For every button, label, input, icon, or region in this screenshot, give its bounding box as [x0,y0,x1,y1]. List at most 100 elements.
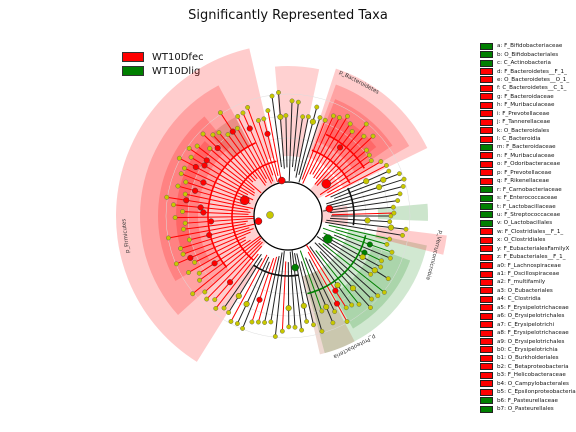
leaf-node [207,146,213,151]
legend-swatch-wt10dfec [122,52,144,62]
clade-arc [207,142,256,268]
taxa-legend-entry: t: F_Lactobacillaceae [480,202,576,211]
leaf-node [344,319,350,324]
leaf-node [256,118,261,123]
leaf-node [221,305,227,311]
taxa-legend-swatch [480,228,493,236]
branch [204,240,261,293]
leaf-node [245,105,251,110]
leaf-node [272,334,278,339]
branch [192,237,262,295]
branch [263,118,279,177]
taxa-legend-swatch [480,84,493,92]
taxa-legend-swatch [480,270,493,278]
leaf-node [180,251,186,257]
clade-node [256,296,263,303]
branch [324,154,370,189]
leaf-node [269,93,275,99]
clade-arc [231,160,277,261]
group-legend: WT10Dfec WT10Dlig [122,50,204,78]
taxa-legend-label: a7: C_Erysipelotrichi [497,321,555,328]
clade-node [235,292,242,299]
branch [334,173,400,199]
taxa-legend-entry: y: F_EubacterialesFamilyX [480,245,576,253]
leaf-node [186,237,192,243]
leaf-node [386,168,392,174]
clade-node [211,260,218,267]
leaf-node [255,319,261,325]
branch [223,253,262,309]
taxa-legend-swatch [480,262,493,270]
branch [285,115,288,168]
leaf-node [190,291,196,297]
branch [188,239,247,273]
branch [257,256,278,323]
taxa-legend-label: o: F_Odoribacteraceae [497,161,561,168]
taxa-legend-swatch [480,295,493,303]
taxa-legend-label: a0: F_Lachnospiraceae [497,262,561,269]
branch [312,115,348,175]
taxa-legend-swatch [480,51,493,59]
taxa-legend-swatch [480,329,493,337]
branch [316,135,365,186]
branch [296,253,314,325]
leaf-node [234,125,240,131]
leaf-node [400,232,405,238]
leaf-node [182,191,188,197]
leaf-node [385,276,391,282]
branch [331,212,394,216]
taxa-legend-label: b6: F_Pasteurellaceae [497,397,558,404]
branch [185,217,254,224]
taxa-legend-entry: j: F_Tannerellaceae [480,118,576,126]
branch [291,102,299,168]
leaf-node [204,296,210,302]
branch [288,100,293,182]
leaf-node [164,194,170,200]
leaf-node [262,320,267,325]
branch [321,135,374,185]
phylum-node [277,176,286,185]
leaf-node [356,301,362,307]
branch [202,133,254,183]
taxa-legend-label: a2: F_multifamily [497,279,546,286]
leaf-node [217,110,223,116]
leaf-node [389,249,395,255]
leaf-node [200,131,206,137]
taxa-legend-swatch [480,169,493,177]
taxa-legend-label: a6: O_Erysipelotrichales [497,313,565,320]
leaf-node [388,213,394,219]
branch [326,185,404,207]
branch [298,106,318,176]
branch [277,92,285,169]
clade-node [333,300,340,307]
leaf-node [314,104,320,110]
branch [179,157,249,196]
taxa-legend-entry: b: O_Bifidobacteriales [480,50,576,59]
branch [184,167,254,201]
clade-node [376,184,383,191]
taxa-legend-label: b: O_Bifidobacteriales [497,51,559,58]
clade-node [192,163,199,170]
clade-arc [325,133,366,169]
taxa-legend-label: v: O_Lactobacillales [497,220,553,227]
taxa-legend-entry: c: C_Actinobacteria [480,59,576,67]
taxa-legend-swatch [480,42,493,50]
taxa-legend-label: i: F_Prevotellaceae [497,110,550,117]
leaf-node [186,145,192,151]
taxa-legend-swatch [480,278,493,286]
clade-arc [347,187,355,226]
leaf-node [176,155,182,161]
taxa-legend-entry: a4: C_Clostridia [480,295,576,303]
branch [242,112,274,182]
clade-node [309,118,316,125]
branch [198,239,251,274]
branch [335,229,388,245]
taxa-legend-entry: b0: C_Erysipelotrichia [480,346,576,354]
leaf-node [188,154,194,160]
taxa-legend-entry: b2: C_Betaproteobacteria [480,363,576,371]
leaf-node [403,226,409,232]
taxa-legend-label: p: F_Prevotellaceae [497,169,552,176]
legend-label-wt10dfec: WT10Dfec [152,51,204,63]
legend-entry-wt10dlig: WT10Dlig [122,64,204,78]
branch [302,115,334,184]
